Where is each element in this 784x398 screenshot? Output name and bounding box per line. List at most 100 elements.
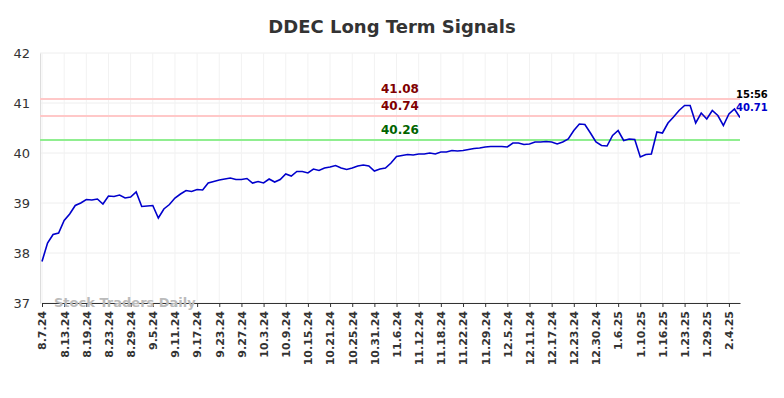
grid-line [174,53,175,303]
last-time: 15:56 [736,89,768,100]
grid-line [108,53,109,303]
x-tick: 9.17.24 [191,303,204,358]
grid-line [40,203,740,204]
x-tick-mark [596,303,597,307]
x-tick: 1.16.25 [657,303,670,358]
x-tick: 1.23.25 [679,303,692,358]
x-tick-label: 9.23.24 [214,311,227,358]
x-tick: 8.7.24 [36,303,49,350]
price-line [42,106,740,262]
x-tick-label: 12.23.24 [568,311,581,366]
grid-line [40,153,740,154]
y-tick: 39 [13,196,40,211]
x-tick-mark [463,303,464,307]
x-tick: 10.31.24 [369,303,382,365]
grid-line [595,53,596,303]
x-tick-mark [197,303,198,307]
x-tick-label: 12.5.24 [502,311,515,358]
grid-line [42,53,43,303]
x-tick-mark [529,303,530,307]
x-tick-mark [241,303,242,307]
x-tick: 2.4.25 [723,303,736,350]
x-tick-label: 8.19.24 [81,311,94,358]
grid-line [307,53,308,303]
signal-label: 40.74 [381,99,419,113]
grid-line [86,53,87,303]
x-tick-mark [662,303,663,307]
x-tick: 9.23.24 [214,303,227,358]
y-tick-label: 41 [13,96,30,111]
grid-line [529,53,530,303]
x-tick-label: 10.21.24 [324,311,337,366]
watermark: Stock Traders Daily [54,295,196,310]
grid-line [130,53,131,303]
signal-label: 40.26 [381,123,419,137]
x-tick-label: 10.31.24 [369,311,382,366]
y-tick: 38 [13,246,40,261]
x-tick: 8.19.24 [81,303,94,358]
grid-line [40,53,740,54]
x-tick: 12.11.24 [524,303,537,365]
x-tick: 12.17.24 [546,303,559,365]
grid-line [285,53,286,303]
x-tick-label: 10.15.24 [302,311,315,366]
x-tick-label: 10.25.24 [347,311,360,366]
grid-line [374,53,375,303]
x-tick-mark [330,303,331,307]
x-tick: 10.9.24 [280,303,293,358]
x-tick-label: 11.29.24 [480,311,493,366]
x-tick: 8.23.24 [103,303,116,358]
x-tick: 10.15.24 [302,303,315,365]
x-tick-label: 11.18.24 [435,311,448,366]
x-tick-label: 2.4.25 [723,311,736,350]
x-tick-mark [419,303,420,307]
x-tick-label: 8.7.24 [36,311,49,350]
y-axis-line [40,54,41,304]
x-tick-label: 10.3.24 [258,311,271,358]
x-tick-mark [552,303,553,307]
x-tick-label: 8.23.24 [103,311,116,358]
grid-line [64,53,65,303]
grid-line [263,53,264,303]
x-tick: 9.27.24 [236,303,249,358]
x-tick-mark [397,303,398,307]
x-tick: 9.5.24 [147,303,160,350]
x-tick-label: 12.17.24 [546,311,559,366]
x-tick-label: 1.23.25 [679,311,692,358]
grid-line [40,253,740,254]
grid-line [352,53,353,303]
grid-line [241,53,242,303]
grid-line [640,53,641,303]
x-tick-mark [286,303,287,307]
x-tick-label: 1.16.25 [657,311,670,358]
y-tick-label: 38 [13,246,30,261]
y-tick: 40 [13,146,40,161]
x-tick-label: 12.30.24 [590,311,603,366]
x-tick: 1.29.25 [701,303,714,358]
x-tick: 10.25.24 [347,303,360,365]
x-tick-label: 9.5.24 [147,311,160,350]
grid [40,53,740,303]
grid-line [728,53,729,303]
x-tick-label: 9.11.24 [169,311,182,358]
chart: DDEC Long Term Signals3738394041428.7.24… [0,0,784,398]
x-tick-mark [308,303,309,307]
x-tick-mark [219,303,220,307]
title: DDEC Long Term Signals [268,16,515,37]
x-tick-mark [264,303,265,307]
x-tick-label: 1.29.25 [701,311,714,358]
grid-line [706,53,707,303]
grid-line [330,53,331,303]
x-tick-mark [507,303,508,307]
x-tick-label: 11.22.24 [457,311,470,366]
x-tick-mark [640,303,641,307]
x-tick: 11.18.24 [435,303,448,365]
x-tick-mark [42,303,43,307]
x-tick: 10.21.24 [324,303,337,365]
x-tick-mark [618,303,619,307]
signal-line [40,115,740,117]
x-tick: 10.3.24 [258,303,271,358]
grid-line [197,53,198,303]
grid-line [551,53,552,303]
grid-line [440,53,441,303]
